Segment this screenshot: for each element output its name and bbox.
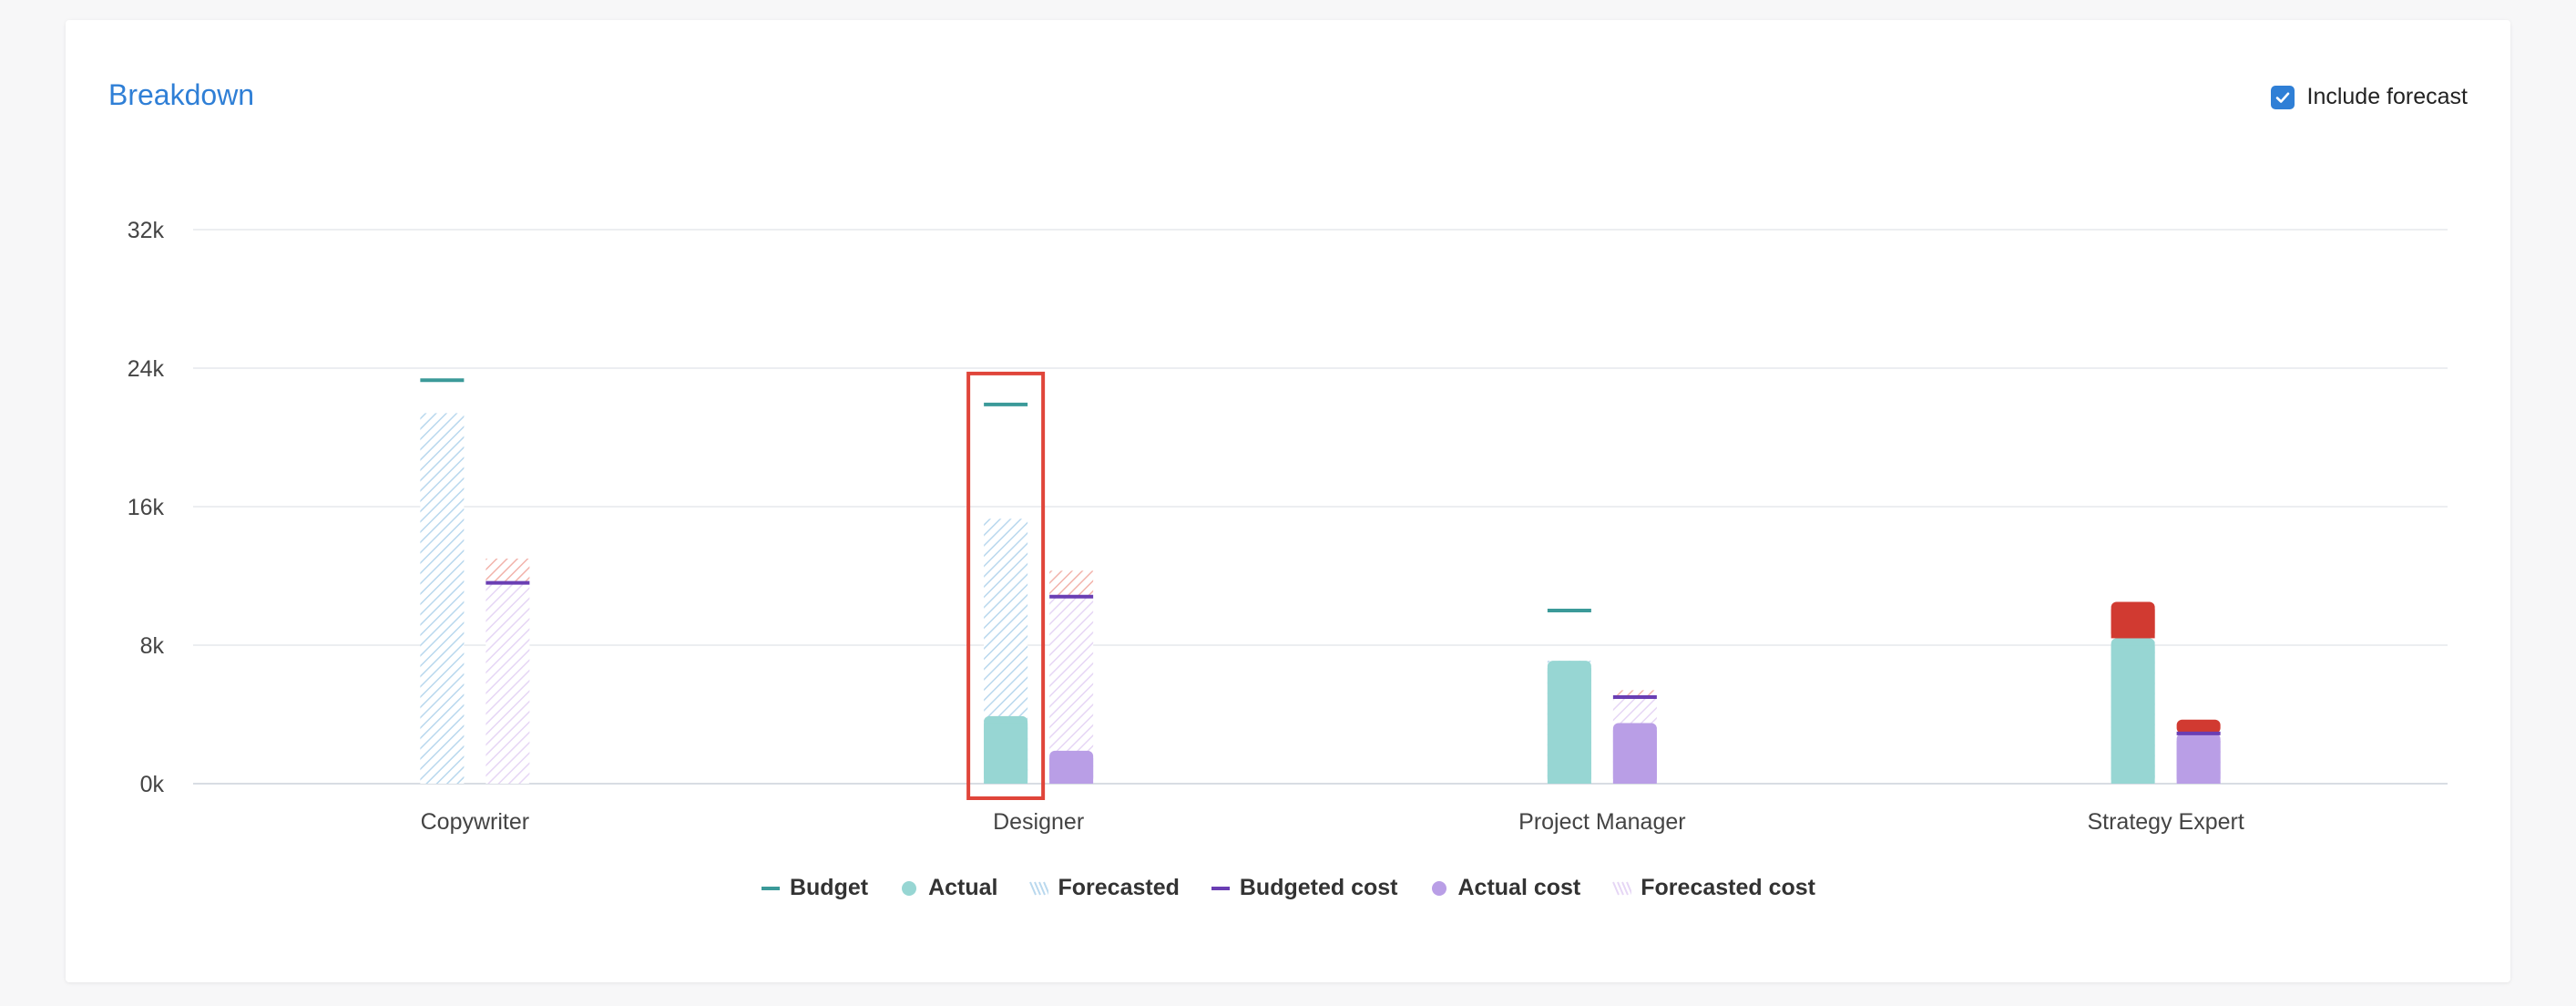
over-budget-bar-base (2111, 609, 2155, 639)
legend-label: Actual cost (1457, 875, 1581, 900)
category-label: Project Manager (1518, 809, 1685, 835)
over-budget-cost-bar (486, 559, 530, 583)
legend-item[interactable]: Budgeted cost (1211, 875, 1398, 901)
actual-bar-base (984, 723, 1028, 784)
category-labels: Copywriter Designer Project Manager Strateg… (421, 809, 2244, 835)
over-budget-cost-bar (1049, 570, 1094, 597)
actual-bar-base (1547, 668, 1591, 784)
category-label: Copywriter (421, 809, 529, 835)
actual-cost-bar-base (2176, 740, 2221, 784)
y-tick-label: 24k (128, 356, 165, 382)
legend-swatch-icon (761, 886, 780, 890)
y-tick-label: 0k (140, 772, 165, 797)
actual-cost-bar-base (1049, 757, 1094, 784)
legend-swatch-icon (1211, 886, 1230, 890)
y-tick-label: 16k (128, 495, 165, 520)
legend-swatch-icon (1431, 880, 1446, 896)
include-forecast-toggle[interactable]: Include forecast (2270, 84, 2469, 110)
y-tick-label: 32k (128, 218, 165, 243)
legend-label: Actual (928, 875, 998, 900)
include-forecast-label: Include forecast (2306, 84, 2469, 109)
over-budget-cost-bar (2176, 719, 2221, 734)
forecasted-cost-bar (486, 582, 530, 784)
legend-label: Budget (789, 875, 869, 900)
legend-item[interactable]: Actual (899, 875, 997, 901)
chart-legend: Budget Actual Forecasted Budgeted cost Actua… (66, 875, 2510, 901)
legend-item[interactable]: Forecasted (1028, 875, 1180, 901)
legend-label: Forecasted (1058, 875, 1180, 900)
legend-swatch-icon (902, 880, 917, 896)
include-forecast-checkbox[interactable] (2270, 85, 2295, 109)
legend-label: Budgeted cost (1239, 875, 1398, 900)
actual-bar-base (2111, 645, 2155, 784)
y-axis-ticks: 0k 8k 16k 24k 32k (128, 218, 165, 797)
category-label: Designer (993, 809, 1084, 835)
category-label: Strategy Expert (2087, 809, 2244, 835)
legend-item[interactable]: Budget (761, 875, 868, 901)
checkmark-icon (2275, 92, 2289, 103)
legend-label: Forecasted cost (1641, 875, 1816, 900)
actual-cost-bar-base (1612, 730, 1657, 784)
over-budget-cost-bar (1612, 690, 1657, 697)
highlight-box (966, 371, 1046, 800)
forecasted-bar (420, 413, 465, 784)
legend-item[interactable]: Forecasted cost (1611, 875, 1815, 901)
legend-swatch-icon (1612, 881, 1632, 895)
y-tick-label: 8k (140, 633, 165, 659)
legend-item[interactable]: Actual cost (1429, 875, 1581, 901)
bar-marks (420, 371, 2221, 800)
grid-lines (193, 229, 2448, 785)
legend-swatch-icon (1029, 881, 1049, 895)
breakdown-chart: 0k 8k 16k 24k 32k Copywriter Designer Project … (128, 218, 2448, 835)
card-title: Breakdown (108, 78, 255, 111)
breakdown-card: Breakdown Include forecast 0k 8k 16k 24k (66, 20, 2510, 982)
